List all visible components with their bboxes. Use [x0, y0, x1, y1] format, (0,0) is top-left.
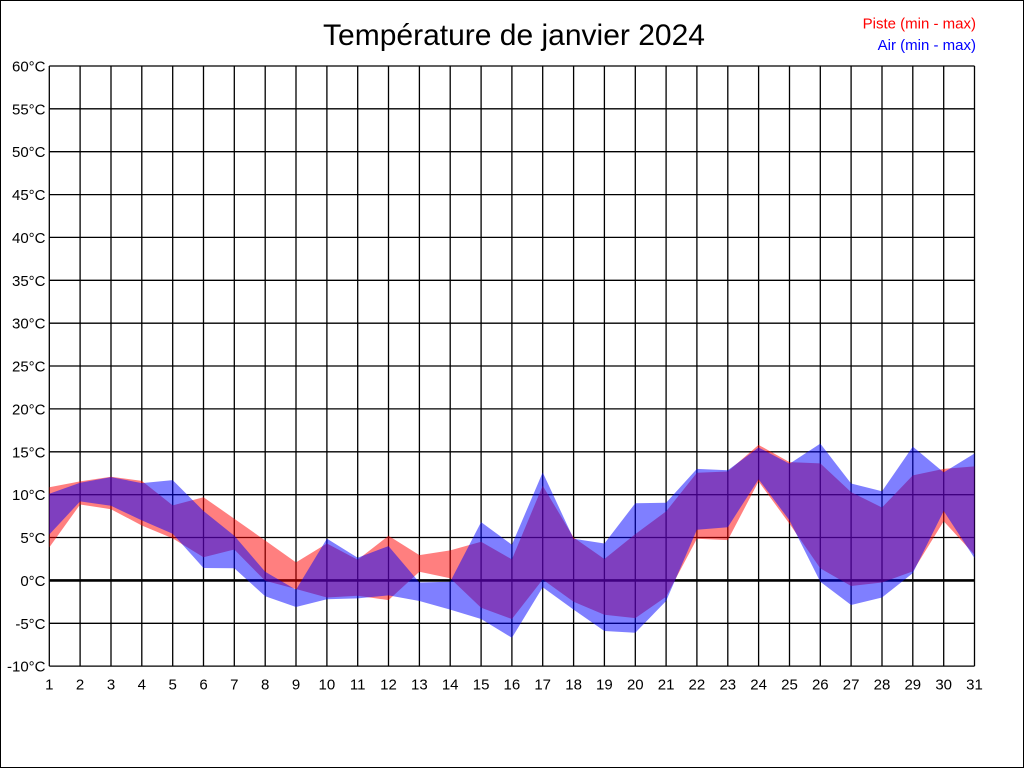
svg-text:24: 24	[750, 677, 767, 694]
svg-text:8: 8	[261, 677, 269, 694]
svg-text:25°C: 25°C	[12, 359, 46, 376]
svg-text:20: 20	[627, 677, 644, 694]
svg-text:21: 21	[658, 677, 675, 694]
svg-text:Air (min - max): Air (min - max)	[878, 37, 976, 54]
svg-text:23: 23	[719, 677, 736, 694]
svg-text:50°C: 50°C	[12, 144, 46, 161]
svg-text:22: 22	[689, 677, 706, 694]
svg-text:35°C: 35°C	[12, 273, 46, 290]
svg-text:13: 13	[411, 677, 428, 694]
svg-text:40°C: 40°C	[12, 230, 46, 247]
svg-text:6: 6	[199, 677, 207, 694]
svg-text:-10°C: -10°C	[7, 659, 46, 676]
svg-text:19: 19	[596, 677, 613, 694]
svg-text:Piste (min - max): Piste (min - max)	[863, 15, 976, 32]
svg-text:25: 25	[781, 677, 798, 694]
svg-text:18: 18	[565, 677, 582, 694]
svg-text:20°C: 20°C	[12, 401, 46, 418]
svg-text:17: 17	[534, 677, 551, 694]
svg-text:7: 7	[230, 677, 238, 694]
svg-text:10: 10	[319, 677, 336, 694]
svg-text:31: 31	[966, 677, 983, 694]
svg-text:9: 9	[292, 677, 300, 694]
svg-text:26: 26	[812, 677, 829, 694]
svg-text:3: 3	[107, 677, 115, 694]
svg-text:60°C: 60°C	[12, 59, 46, 76]
svg-text:10°C: 10°C	[12, 487, 46, 504]
svg-text:1: 1	[45, 677, 53, 694]
svg-text:5°C: 5°C	[20, 530, 45, 547]
svg-text:0°C: 0°C	[20, 573, 45, 590]
svg-text:12: 12	[380, 677, 397, 694]
svg-text:45°C: 45°C	[12, 187, 46, 204]
svg-text:2: 2	[76, 677, 84, 694]
svg-text:27: 27	[843, 677, 860, 694]
svg-text:15: 15	[473, 677, 490, 694]
svg-text:29: 29	[904, 677, 921, 694]
svg-text:14: 14	[442, 677, 459, 694]
svg-text:4: 4	[138, 677, 146, 694]
svg-text:11: 11	[350, 677, 366, 694]
svg-text:5: 5	[169, 677, 177, 694]
svg-text:-5°C: -5°C	[15, 616, 45, 633]
svg-text:Température de janvier 2024: Température de janvier 2024	[323, 19, 705, 52]
svg-text:16: 16	[504, 677, 521, 694]
svg-text:28: 28	[874, 677, 891, 694]
svg-text:15°C: 15°C	[12, 444, 46, 461]
svg-text:30°C: 30°C	[12, 316, 46, 333]
svg-text:55°C: 55°C	[12, 101, 46, 118]
svg-text:30: 30	[935, 677, 952, 694]
